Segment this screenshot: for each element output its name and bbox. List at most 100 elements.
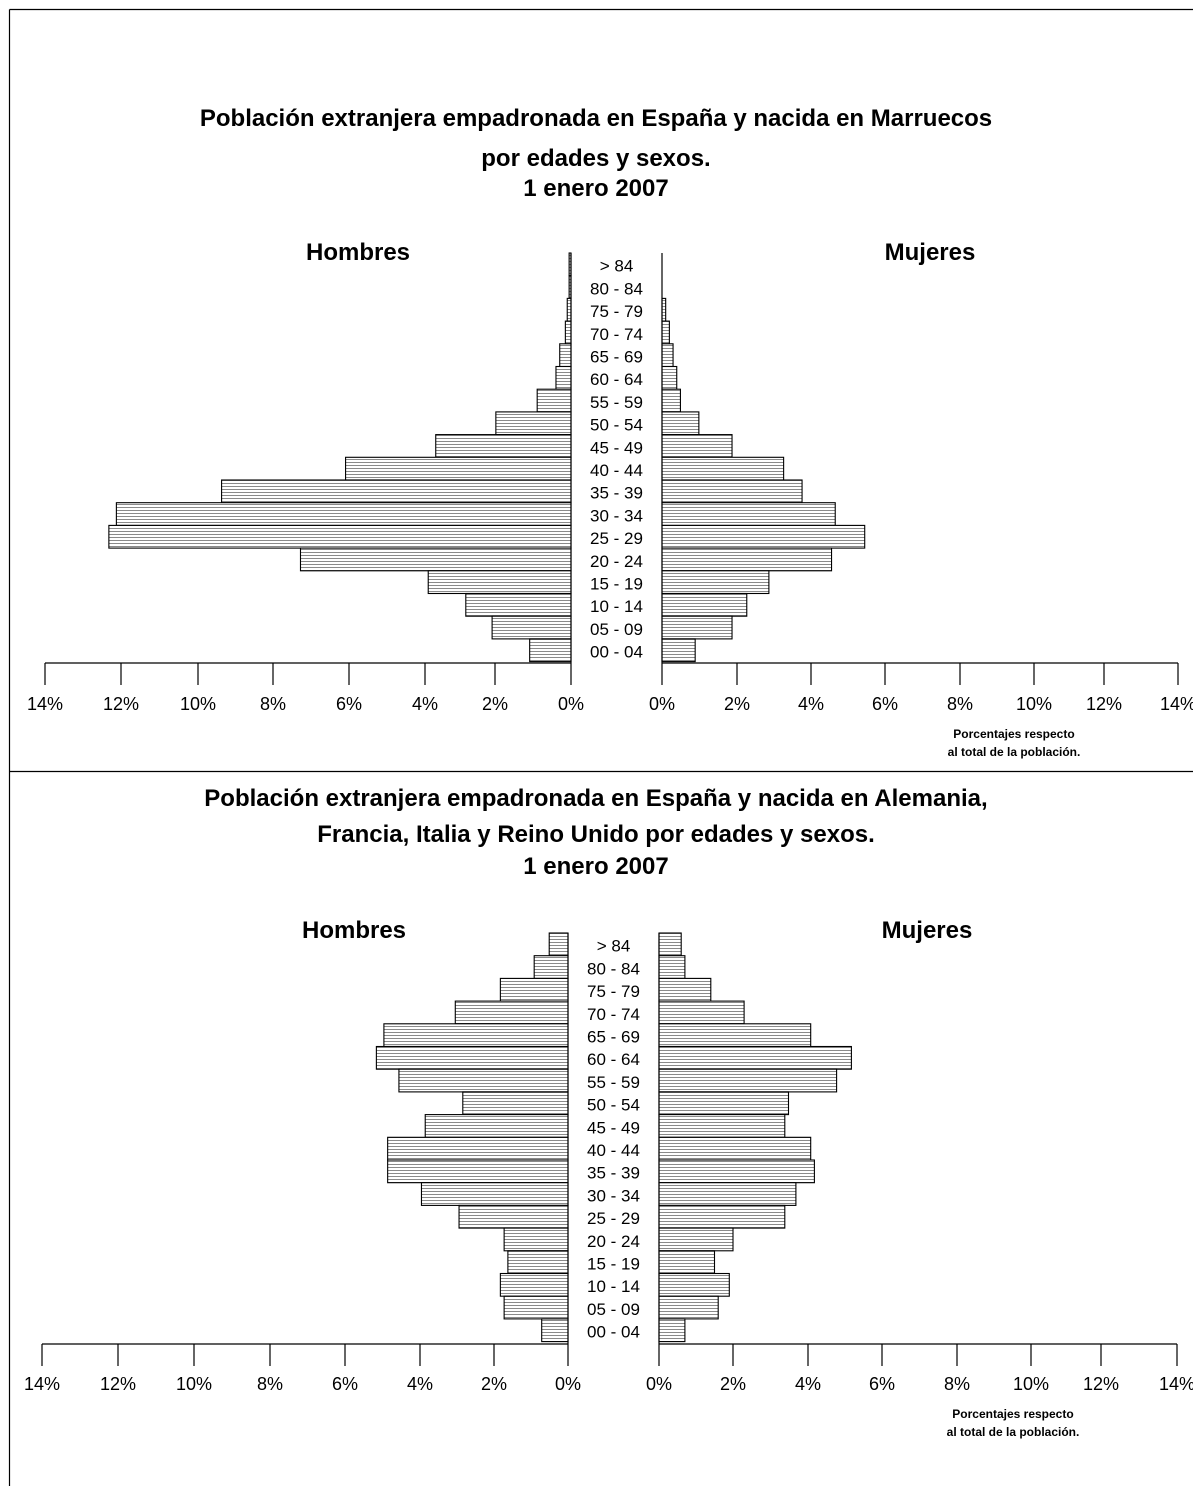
age-group-label: 00 - 04 [590, 643, 643, 662]
bar-mujeres [661, 456, 785, 481]
bar-mujeres [661, 411, 700, 436]
bar-hombres [499, 977, 569, 1002]
bar-mujeres [658, 1023, 812, 1048]
bar-mujeres [658, 1318, 686, 1343]
axis-note-line-2: al total de la población. [947, 1425, 1080, 1439]
bar-mujeres [658, 1045, 852, 1070]
bar-hombres [499, 1272, 569, 1297]
bar-mujeres [661, 502, 836, 526]
bar-hombres [427, 570, 572, 595]
left-label-hombres: Hombres [306, 239, 410, 266]
age-group-label: 50 - 54 [590, 416, 643, 435]
bar-mujeres [658, 1114, 786, 1138]
bar-hombres [299, 547, 572, 572]
bar-hombres [454, 1000, 569, 1025]
bar-hombres [108, 524, 572, 549]
x-tick-label: 2% [724, 694, 750, 714]
x-tick-label: 12% [103, 694, 139, 714]
bar-hombres [507, 1250, 569, 1275]
bar-hombres [555, 365, 572, 390]
bar-hombres [115, 502, 572, 526]
x-tick-label: 10% [176, 1374, 212, 1394]
x-tick-label: 14% [1159, 1374, 1193, 1394]
x-tick-label: 4% [798, 694, 824, 714]
bar-hombres [387, 1159, 569, 1184]
x-tick-label: 12% [1083, 1374, 1119, 1394]
age-group-label: 55 - 59 [587, 1073, 640, 1092]
x-tick-label: 10% [1016, 694, 1052, 714]
age-group-label: 20 - 24 [587, 1232, 640, 1251]
bar-mujeres [658, 1159, 815, 1184]
age-group-label: 50 - 54 [587, 1096, 640, 1115]
bar-hombres [548, 932, 569, 957]
bar-hombres [503, 1227, 569, 1252]
age-group-label: 65 - 69 [587, 1028, 640, 1047]
left-label-hombres: Hombres [302, 917, 406, 944]
bar-hombres [564, 320, 572, 345]
x-tick-label: 8% [260, 694, 286, 714]
x-tick-label: 0% [555, 1374, 581, 1394]
x-tick-label: 2% [720, 1374, 746, 1394]
chart-title-line-2: por edades y sexos. [481, 145, 710, 172]
bar-mujeres [658, 1295, 719, 1320]
age-group-label: 35 - 39 [590, 484, 643, 503]
bar-hombres [491, 615, 572, 640]
x-tick-label: 2% [481, 1374, 507, 1394]
bar-hombres [533, 955, 569, 979]
age-group-label: 40 - 44 [590, 461, 643, 480]
age-group-label: 15 - 19 [587, 1255, 640, 1274]
x-tick-label: 0% [649, 694, 675, 714]
bar-hombres [345, 456, 572, 481]
bar-hombres [435, 434, 572, 458]
bar-mujeres [658, 1204, 786, 1229]
bar-mujeres [658, 1068, 838, 1093]
age-group-label: 80 - 84 [587, 959, 640, 978]
age-group-label: 75 - 79 [587, 982, 640, 1001]
chart-title-line-3: 1 enero 2007 [523, 175, 668, 202]
age-group-label: > 84 [600, 257, 634, 276]
x-tick-label: 6% [332, 1374, 358, 1394]
age-group-label: 20 - 24 [590, 552, 643, 571]
age-group-label: 65 - 69 [590, 348, 643, 367]
bar-hombres [536, 388, 572, 413]
age-group-label: 45 - 49 [587, 1118, 640, 1137]
axis-note-line-1: Porcentajes respecto [953, 727, 1074, 741]
age-group-label: > 84 [597, 937, 631, 956]
axis-note-line-1: Porcentajes respecto [952, 1407, 1073, 1421]
bar-hombres [398, 1068, 569, 1093]
age-group-label: 75 - 79 [590, 302, 643, 321]
bar-hombres [495, 411, 572, 436]
bar-hombres [503, 1295, 569, 1320]
age-group-label: 10 - 14 [587, 1277, 640, 1296]
x-tick-label: 8% [257, 1374, 283, 1394]
right-label-mujeres: Mujeres [885, 239, 976, 266]
bar-hombres [375, 1045, 569, 1070]
bar-mujeres [661, 365, 678, 390]
x-tick-label: 6% [872, 694, 898, 714]
age-group-label: 25 - 29 [587, 1209, 640, 1228]
frame [8, 8, 1193, 1486]
bar-hombres [559, 343, 572, 368]
x-tick-label: 10% [1013, 1374, 1049, 1394]
age-group-label: 60 - 64 [590, 370, 643, 389]
bar-hombres [458, 1204, 569, 1229]
age-group-label: 05 - 09 [587, 1300, 640, 1319]
bar-mujeres [661, 547, 833, 572]
age-group-label: 10 - 14 [590, 597, 643, 616]
age-group-label: 25 - 29 [590, 529, 643, 548]
age-group-label: 40 - 44 [587, 1141, 640, 1160]
bar-mujeres [658, 1136, 812, 1161]
bar-mujeres [661, 615, 733, 640]
bar-mujeres [658, 1227, 734, 1252]
x-tick-label: 14% [27, 694, 63, 714]
age-group-label: 30 - 34 [590, 506, 643, 525]
x-tick-label: 12% [1086, 694, 1122, 714]
x-tick-label: 10% [180, 694, 216, 714]
bar-mujeres [661, 320, 670, 345]
age-group-label: 30 - 34 [587, 1186, 640, 1205]
x-tick-label: 14% [24, 1374, 60, 1394]
x-tick-label: 8% [947, 694, 973, 714]
x-tick-label: 12% [100, 1374, 136, 1394]
age-group-label: 00 - 04 [587, 1323, 640, 1342]
bar-mujeres [661, 388, 681, 413]
